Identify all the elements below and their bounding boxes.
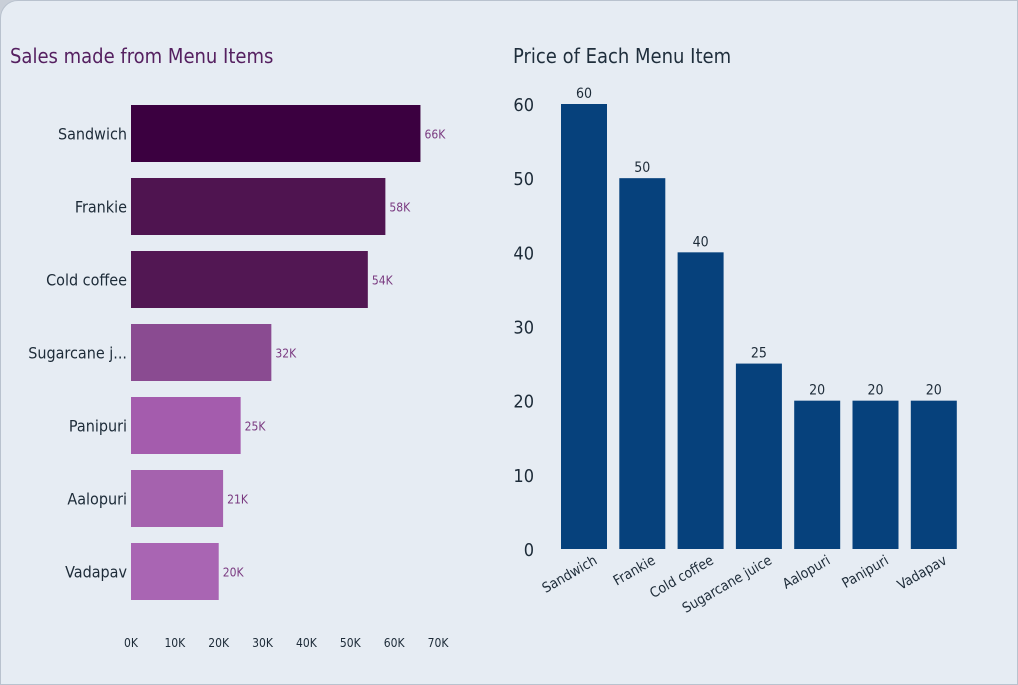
sales-x-tick-label: 50K — [340, 636, 362, 650]
price-y-tick-label: 50 — [513, 169, 534, 190]
sales-category-label: Vadapav — [65, 563, 127, 582]
sales-data-label: 25K — [245, 420, 267, 434]
price-y-tick-label: 20 — [513, 392, 534, 413]
price-data-label: 20 — [867, 383, 883, 399]
sales-bar[interactable] — [131, 397, 241, 454]
price-bar[interactable] — [852, 400, 899, 549]
price-data-label: 20 — [809, 383, 825, 399]
price-bar[interactable] — [794, 400, 841, 549]
sales-bar[interactable] — [131, 251, 368, 308]
sales-x-tick-label: 20K — [208, 636, 230, 650]
sales-bar[interactable] — [131, 470, 224, 527]
price-bar[interactable] — [677, 252, 724, 550]
sales-chart-title: Sales made from Menu Items — [10, 44, 274, 68]
price-category-label: Sandwich — [540, 553, 600, 597]
price-category-label: Vadapav — [895, 552, 950, 593]
sales-data-label: 32K — [275, 347, 297, 361]
sales-data-label: 20K — [223, 566, 245, 580]
price-data-label: 40 — [693, 234, 709, 250]
price-y-tick-label: 30 — [513, 318, 534, 339]
price-y-tick-label: 0 — [524, 540, 534, 561]
sales-category-label: Cold coffee — [46, 271, 127, 290]
sales-x-tick-label: 60K — [384, 636, 406, 650]
price-category-label: Frankie — [611, 552, 659, 589]
price-bar[interactable] — [619, 178, 666, 549]
price-bar[interactable] — [910, 400, 957, 549]
price-y-tick-label: 10 — [513, 466, 534, 487]
sales-data-label: 58K — [389, 201, 411, 215]
sales-category-label: Aalopuri — [67, 490, 127, 509]
price-data-label: 25 — [751, 346, 767, 362]
price-category-label: Aalopuri — [780, 553, 833, 593]
sales-data-label: 21K — [227, 493, 249, 507]
price-bar[interactable] — [561, 104, 607, 549]
sales-category-label: Panipuri — [69, 417, 127, 436]
sales-category-label: Sugarcane j... — [28, 344, 127, 363]
price-data-label: 60 — [576, 86, 592, 102]
sales-category-label: Sandwich — [58, 125, 127, 144]
sales-x-tick-label: 10K — [164, 636, 186, 650]
sales-category-label: Frankie — [75, 198, 127, 217]
sales-x-tick-label: 40K — [296, 636, 318, 650]
price-y-tick-label: 40 — [513, 243, 534, 264]
sales-bar[interactable] — [131, 105, 421, 162]
price-category-label: Panipuri — [839, 553, 891, 592]
price-bar[interactable] — [735, 363, 782, 549]
sales-data-label: 66K — [424, 128, 446, 142]
sales-x-tick-label: 30K — [252, 636, 274, 650]
sales-bar[interactable] — [131, 543, 219, 600]
price-y-tick-label: 60 — [513, 95, 534, 116]
sales-bar[interactable] — [131, 178, 386, 235]
sales-x-tick-label: 70K — [428, 636, 450, 650]
price-chart-title: Price of Each Menu Item — [513, 44, 732, 68]
sales-data-label: 54K — [372, 274, 394, 288]
sales-bar[interactable] — [131, 324, 272, 381]
sales-x-tick-label: 0K — [124, 636, 139, 650]
price-data-label: 50 — [634, 160, 650, 176]
price-data-label: 20 — [926, 383, 942, 399]
